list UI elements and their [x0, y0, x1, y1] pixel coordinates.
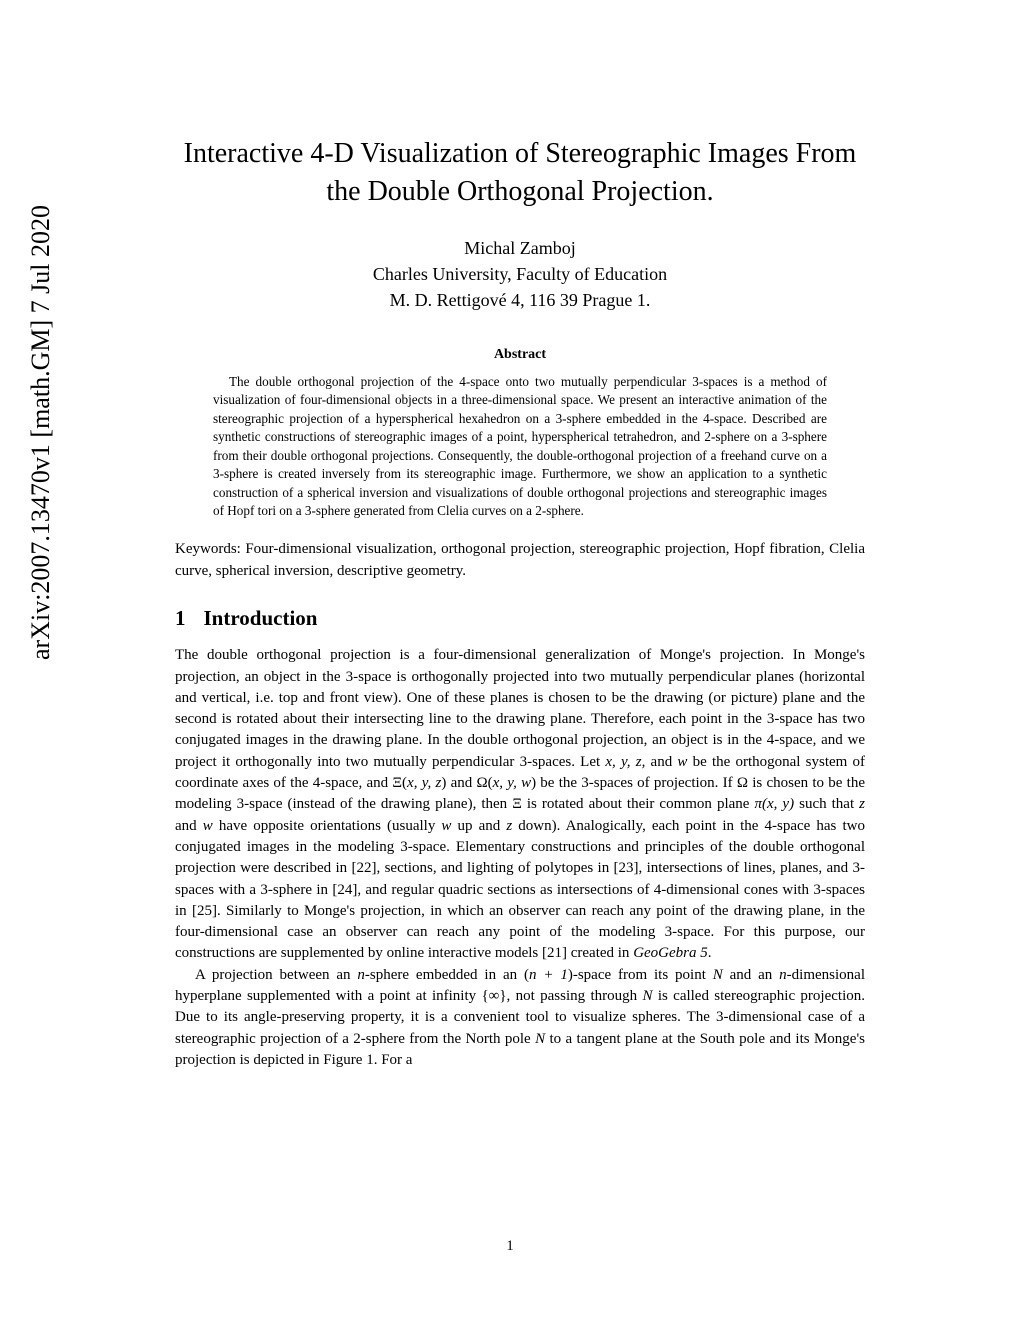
arxiv-identifier: arXiv:2007.13470v1 [math.GM] 7 Jul 2020 [26, 205, 56, 660]
p1-f: have opposite orientations (usually [213, 818, 442, 834]
p1-h: down). Analogically, each point in the 4… [175, 818, 865, 962]
abstract-content: The double orthogonal projection of the … [213, 374, 827, 518]
p1-a: The double orthogonal projection is a fo… [175, 647, 865, 769]
author-name: Michal Zamboj [464, 238, 575, 258]
and2: and [175, 818, 203, 834]
var-N3: N [535, 1031, 545, 1047]
var-xyw: x, y, w [493, 775, 531, 791]
abstract-text: The double orthogonal projection of the … [213, 373, 827, 521]
intro-paragraph-1: The double orthogonal projection is a fo… [175, 645, 865, 964]
var-xyzw: x, y, z, [605, 754, 645, 770]
and1: and [645, 754, 677, 770]
var-N2: N [642, 988, 652, 1004]
p2-d: and an [723, 967, 779, 983]
abstract-heading: Abstract [175, 347, 865, 363]
page-number: 1 [0, 1238, 1020, 1255]
paper-title: Interactive 4-D Visualization of Stereog… [175, 135, 865, 211]
var-N: N [713, 967, 723, 983]
var-w: w [677, 754, 687, 770]
author-address: M. D. Rettigové 4, 116 39 Prague 1. [390, 290, 651, 310]
var-w3: w [441, 818, 451, 834]
p2-c: )-space from its point [568, 967, 713, 983]
geogebra: GeoGebra 5 [633, 945, 708, 961]
var-n2: n [779, 967, 787, 983]
section-title: Introduction [204, 606, 318, 630]
p2-a: A projection between an [195, 967, 357, 983]
keywords-text: Four-dimensional visualization, orthogon… [175, 541, 865, 579]
author-block: Michal Zamboj Charles University, Facult… [175, 235, 865, 313]
p1-c: ) and Ω( [441, 775, 492, 791]
var-z: z [859, 796, 865, 812]
p2-b: -sphere embedded in an ( [365, 967, 529, 983]
title-line-2: the Double Orthogonal Projection. [326, 176, 713, 207]
var-nplus1: n + 1 [529, 967, 568, 983]
title-line-1: Interactive 4-D Visualization of Stereog… [184, 138, 857, 169]
section-heading: 1 Introduction [175, 606, 865, 631]
var-n: n [357, 967, 365, 983]
period: . [708, 945, 712, 961]
page-content: Interactive 4-D Visualization of Stereog… [175, 135, 865, 1071]
intro-paragraph-2: A projection between an n-sphere embedde… [175, 965, 865, 1071]
p1-e: such that [794, 796, 859, 812]
var-w2: w [203, 818, 213, 834]
keywords-label: Keywords: [175, 541, 245, 557]
author-affiliation: Charles University, Faculty of Education [373, 264, 667, 284]
p1-g: up and [451, 818, 506, 834]
keywords: Keywords: Four-dimensional visualization… [175, 539, 865, 583]
section-number: 1 [175, 606, 186, 631]
var-xyz: x, y, z [407, 775, 441, 791]
var-pixy: π(x, y) [754, 796, 794, 812]
